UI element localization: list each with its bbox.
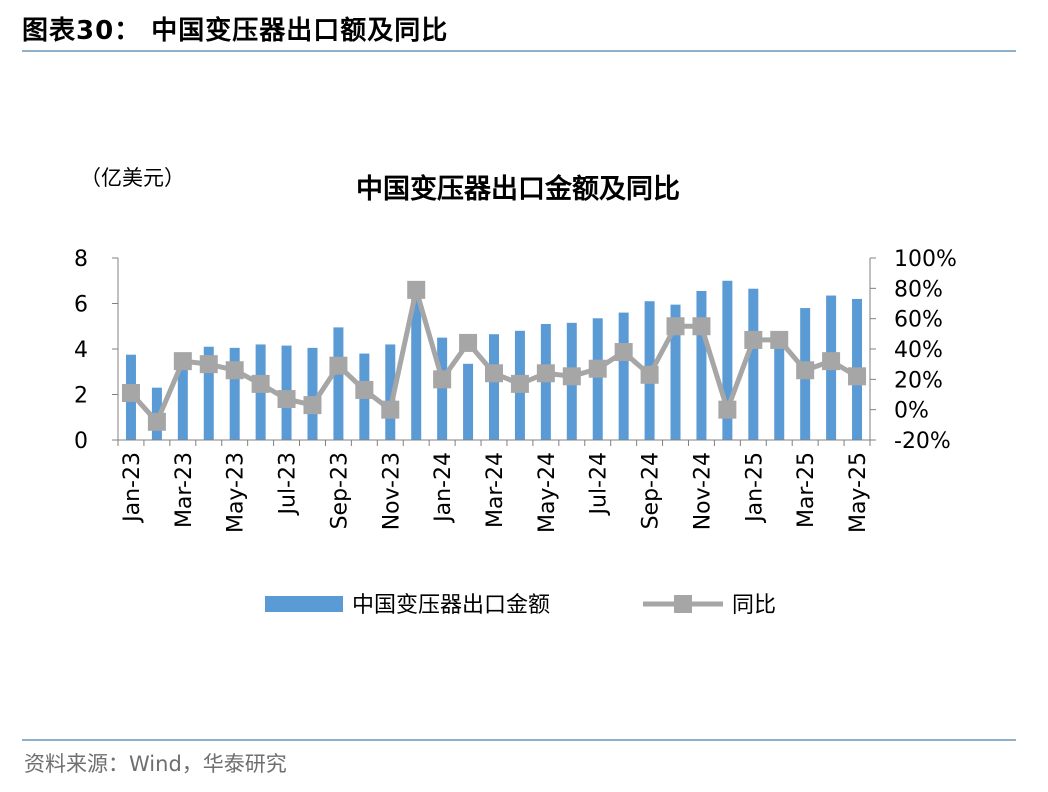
yoy-marker (588, 359, 607, 378)
bar (229, 347, 240, 440)
bar (385, 344, 396, 440)
y-right-tick-label: 100% (894, 247, 957, 272)
yoy-marker (640, 365, 659, 384)
yoy-marker (562, 367, 581, 386)
bar (489, 334, 499, 440)
source-note: 资料来源：Wind，华泰研究 (24, 752, 287, 776)
bar (333, 327, 344, 440)
yoy-marker (510, 374, 529, 393)
yoy-marker (536, 364, 555, 383)
x-tick-label: Jan-24 (431, 452, 456, 524)
yoy-marker (303, 396, 322, 415)
chart-title: 中国变压器出口金额及同比 (356, 173, 680, 205)
yoy-marker (407, 280, 426, 299)
y-left-tick-label: 2 (74, 384, 88, 409)
axes (112, 257, 876, 446)
y-left-tick-label: 8 (74, 247, 88, 272)
bar (748, 288, 759, 440)
y-left-tick-label: 4 (74, 338, 88, 363)
labels: 0 2 4 6 8 -20% 0% 20% 40% 60% 80% 100% Jan-23 Mar-23 M… (74, 166, 957, 533)
figure-title: 图表30： 中国变压器出口额及同比 (22, 16, 449, 46)
x-tick-label: Nov-24 (690, 452, 715, 530)
yoy-marker (796, 361, 815, 380)
yoy-marker (614, 343, 633, 362)
top-rule (22, 50, 1016, 52)
unit-label: （亿美元） (80, 166, 185, 190)
yoy-marker (199, 355, 218, 374)
y-right-tick-label: -20% (894, 429, 951, 454)
bar (618, 312, 629, 440)
legend-line-marker (674, 595, 692, 613)
yoy-marker (822, 352, 841, 371)
yoy-marker (173, 352, 192, 371)
bottom-rule (22, 739, 1016, 741)
yoy-marker (147, 412, 166, 431)
yoy-marker (744, 330, 763, 349)
y-left-tick-label: 6 (74, 293, 88, 318)
yoy-marker (848, 367, 867, 386)
yoy-marker (251, 374, 270, 393)
yoy-marker (433, 370, 452, 389)
yoy-marker (277, 390, 296, 409)
bar (696, 290, 707, 440)
legend: 中国变压器出口金额 同比 (265, 593, 776, 618)
yoy-marker (692, 317, 711, 336)
line-series (121, 280, 867, 431)
x-tick-label: Jul-24 (587, 452, 612, 516)
x-tick-label: Mar-24 (483, 452, 508, 528)
y-right-tick-label: 80% (894, 277, 943, 302)
x-tick-label: May-23 (224, 452, 249, 533)
yoy-marker (459, 333, 478, 352)
legend-line-label: 同比 (732, 593, 776, 618)
bar (670, 304, 681, 440)
bar (307, 347, 318, 440)
y-left-tick-label: 0 (74, 429, 88, 454)
bar (437, 337, 448, 440)
yoy-marker (666, 317, 685, 336)
yoy-marker (329, 356, 348, 375)
y-right-tick-label: 0% (894, 399, 929, 424)
bar (722, 280, 733, 440)
yoy-marker (718, 400, 737, 419)
x-tick-label: Jan-23 (120, 452, 145, 524)
legend-bar-label: 中国变压器出口金额 (352, 593, 550, 618)
x-tick-label: Sep-23 (327, 452, 352, 529)
yoy-marker (355, 380, 374, 399)
y-right-tick-label: 20% (894, 368, 943, 393)
bar (411, 293, 422, 440)
x-tick-label: Jan-25 (742, 452, 767, 524)
bar (203, 346, 214, 440)
x-tick-label: Mar-25 (794, 452, 819, 528)
y-right-tick-label: 60% (894, 308, 943, 333)
x-tick-label: May-24 (535, 452, 560, 533)
bar (592, 318, 603, 440)
yoy-marker (381, 400, 400, 419)
y-right-tick-label: 40% (894, 338, 943, 363)
x-tick-label: Sep-24 (639, 452, 664, 529)
x-tick-label: Jul-23 (276, 452, 301, 516)
legend-bar-swatch (265, 596, 343, 612)
yoy-marker (225, 361, 244, 380)
yoy-marker (770, 330, 789, 349)
bar (774, 331, 785, 440)
bar (463, 363, 474, 440)
yoy-marker (485, 364, 503, 383)
bar (177, 358, 188, 440)
yoy-marker (121, 383, 140, 402)
x-tick-label: Mar-23 (172, 452, 197, 528)
x-tick-label: May-25 (846, 452, 871, 533)
bar-series (125, 280, 863, 440)
x-tick-label: Nov-23 (379, 452, 404, 530)
